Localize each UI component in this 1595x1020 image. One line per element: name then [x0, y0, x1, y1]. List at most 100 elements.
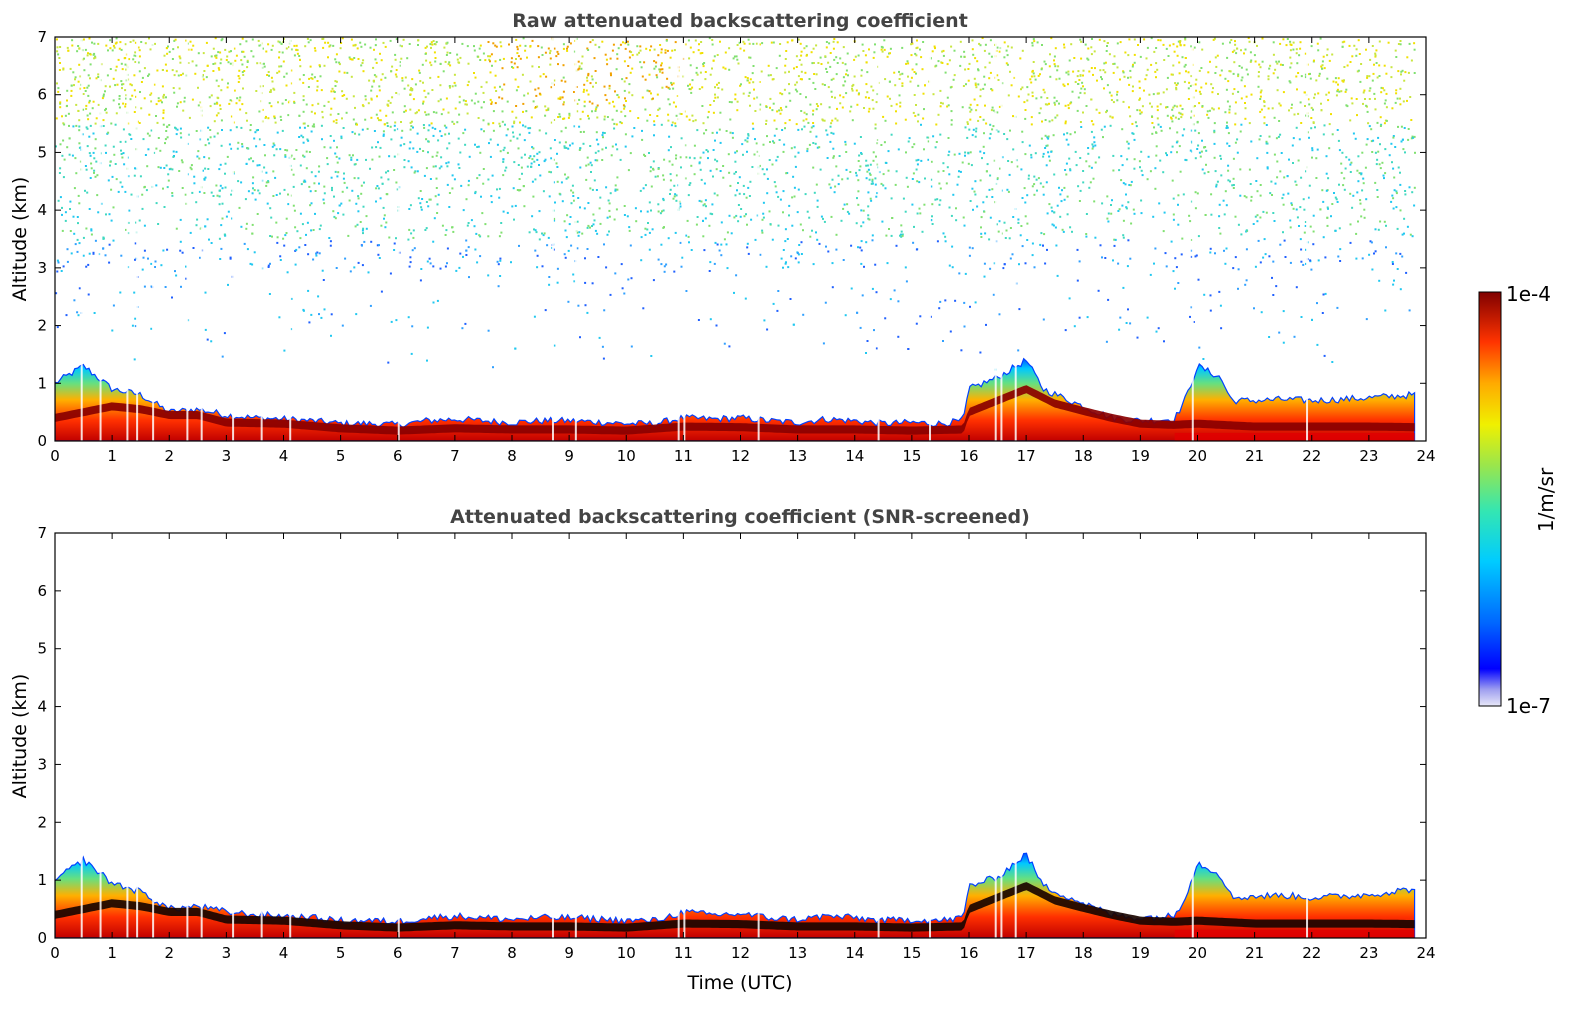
noise-speck [963, 50, 966, 53]
noise-speck [411, 89, 414, 91]
noise-speck [973, 77, 976, 80]
noise-speck [1343, 188, 1346, 191]
noise-speck [1266, 166, 1269, 169]
noise-speck [409, 88, 412, 91]
noise-speck [660, 243, 663, 246]
noise-speck [74, 157, 77, 160]
noise-speck [1155, 145, 1158, 148]
noise-speck [1177, 117, 1180, 120]
noise-speck [1087, 147, 1090, 149]
noise-speck [1309, 77, 1312, 80]
noise-speck [1390, 66, 1393, 69]
noise-speck [1187, 87, 1190, 90]
noise-speck [868, 218, 871, 221]
noise-speck [1413, 135, 1416, 138]
noise-speck [1413, 204, 1416, 207]
noise-speck [263, 62, 265, 65]
noise-speck [919, 212, 922, 215]
noise-speck [349, 58, 352, 61]
noise-speck [623, 60, 626, 63]
noise-speck [452, 230, 455, 233]
noise-speck [430, 64, 433, 67]
noise-speck [788, 70, 790, 73]
noise-speck [975, 109, 978, 112]
noise-speck [975, 130, 978, 133]
noise-speck [997, 130, 1000, 133]
noise-speck [280, 42, 283, 45]
noise-speck [139, 91, 141, 93]
noise-speck [499, 150, 502, 153]
noise-speck [1009, 129, 1011, 132]
noise-speck [1058, 102, 1060, 105]
noise-speck [252, 55, 255, 58]
noise-speck [89, 112, 92, 115]
noise-speck [814, 142, 817, 145]
noise-speck [800, 70, 803, 73]
noise-speck [526, 56, 528, 59]
noise-speck [238, 69, 241, 72]
noise-speck [910, 76, 913, 79]
noise-speck [514, 204, 517, 207]
noise-speck [591, 39, 594, 42]
noise-speck [92, 132, 95, 135]
noise-speck [717, 87, 720, 89]
noise-speck [675, 154, 678, 157]
noise-speck [529, 127, 532, 130]
noise-speck [1201, 168, 1204, 171]
noise-speck [969, 110, 972, 113]
noise-speck [1103, 125, 1106, 128]
noise-speck [1263, 116, 1266, 119]
noise-speck [299, 212, 302, 215]
noise-speck [908, 137, 911, 140]
noise-speck [362, 227, 365, 230]
noise-speck [204, 167, 207, 170]
noise-speck [530, 162, 533, 165]
noise-speck [1205, 163, 1207, 166]
y-tick-label: 2 [37, 317, 47, 335]
noise-speck [255, 145, 258, 148]
noise-speck [1378, 40, 1381, 43]
noise-speck [1179, 44, 1182, 47]
noise-speck [513, 122, 516, 125]
noise-speck [835, 73, 838, 76]
noise-speck [219, 51, 222, 54]
noise-speck [410, 87, 413, 90]
noise-speck [946, 63, 949, 66]
noise-speck [143, 185, 146, 188]
noise-speck [252, 187, 254, 190]
noise-speck [851, 89, 854, 92]
noise-speck [167, 45, 169, 48]
noise-speck [336, 175, 339, 178]
x-tick-label: 23 [1359, 447, 1378, 465]
noise-speck [180, 285, 182, 288]
noise-speck [699, 52, 702, 55]
missing-profile [232, 37, 235, 441]
noise-speck [751, 122, 754, 125]
noise-speck [699, 168, 702, 171]
noise-speck [218, 237, 221, 240]
noise-speck [72, 71, 75, 74]
noise-speck [1387, 41, 1390, 44]
noise-speck [608, 215, 611, 218]
noise-speck [85, 227, 88, 230]
noise-speck [670, 83, 673, 86]
noise-speck [482, 168, 485, 170]
noise-speck [328, 237, 331, 239]
noise-speck [221, 355, 224, 358]
noise-speck [298, 78, 301, 81]
noise-speck [579, 166, 582, 169]
noise-speck [650, 98, 653, 101]
noise-speck [1237, 223, 1240, 226]
noise-speck [219, 104, 222, 107]
noise-speck [904, 210, 907, 213]
noise-speck [322, 46, 325, 49]
noise-speck [1320, 109, 1323, 112]
noise-speck [380, 59, 383, 62]
noise-speck [467, 80, 470, 83]
noise-speck [653, 134, 655, 137]
noise-speck [931, 203, 934, 206]
noise-speck [921, 68, 924, 71]
noise-speck [809, 103, 812, 106]
noise-speck [830, 122, 833, 125]
noise-speck [428, 124, 431, 127]
